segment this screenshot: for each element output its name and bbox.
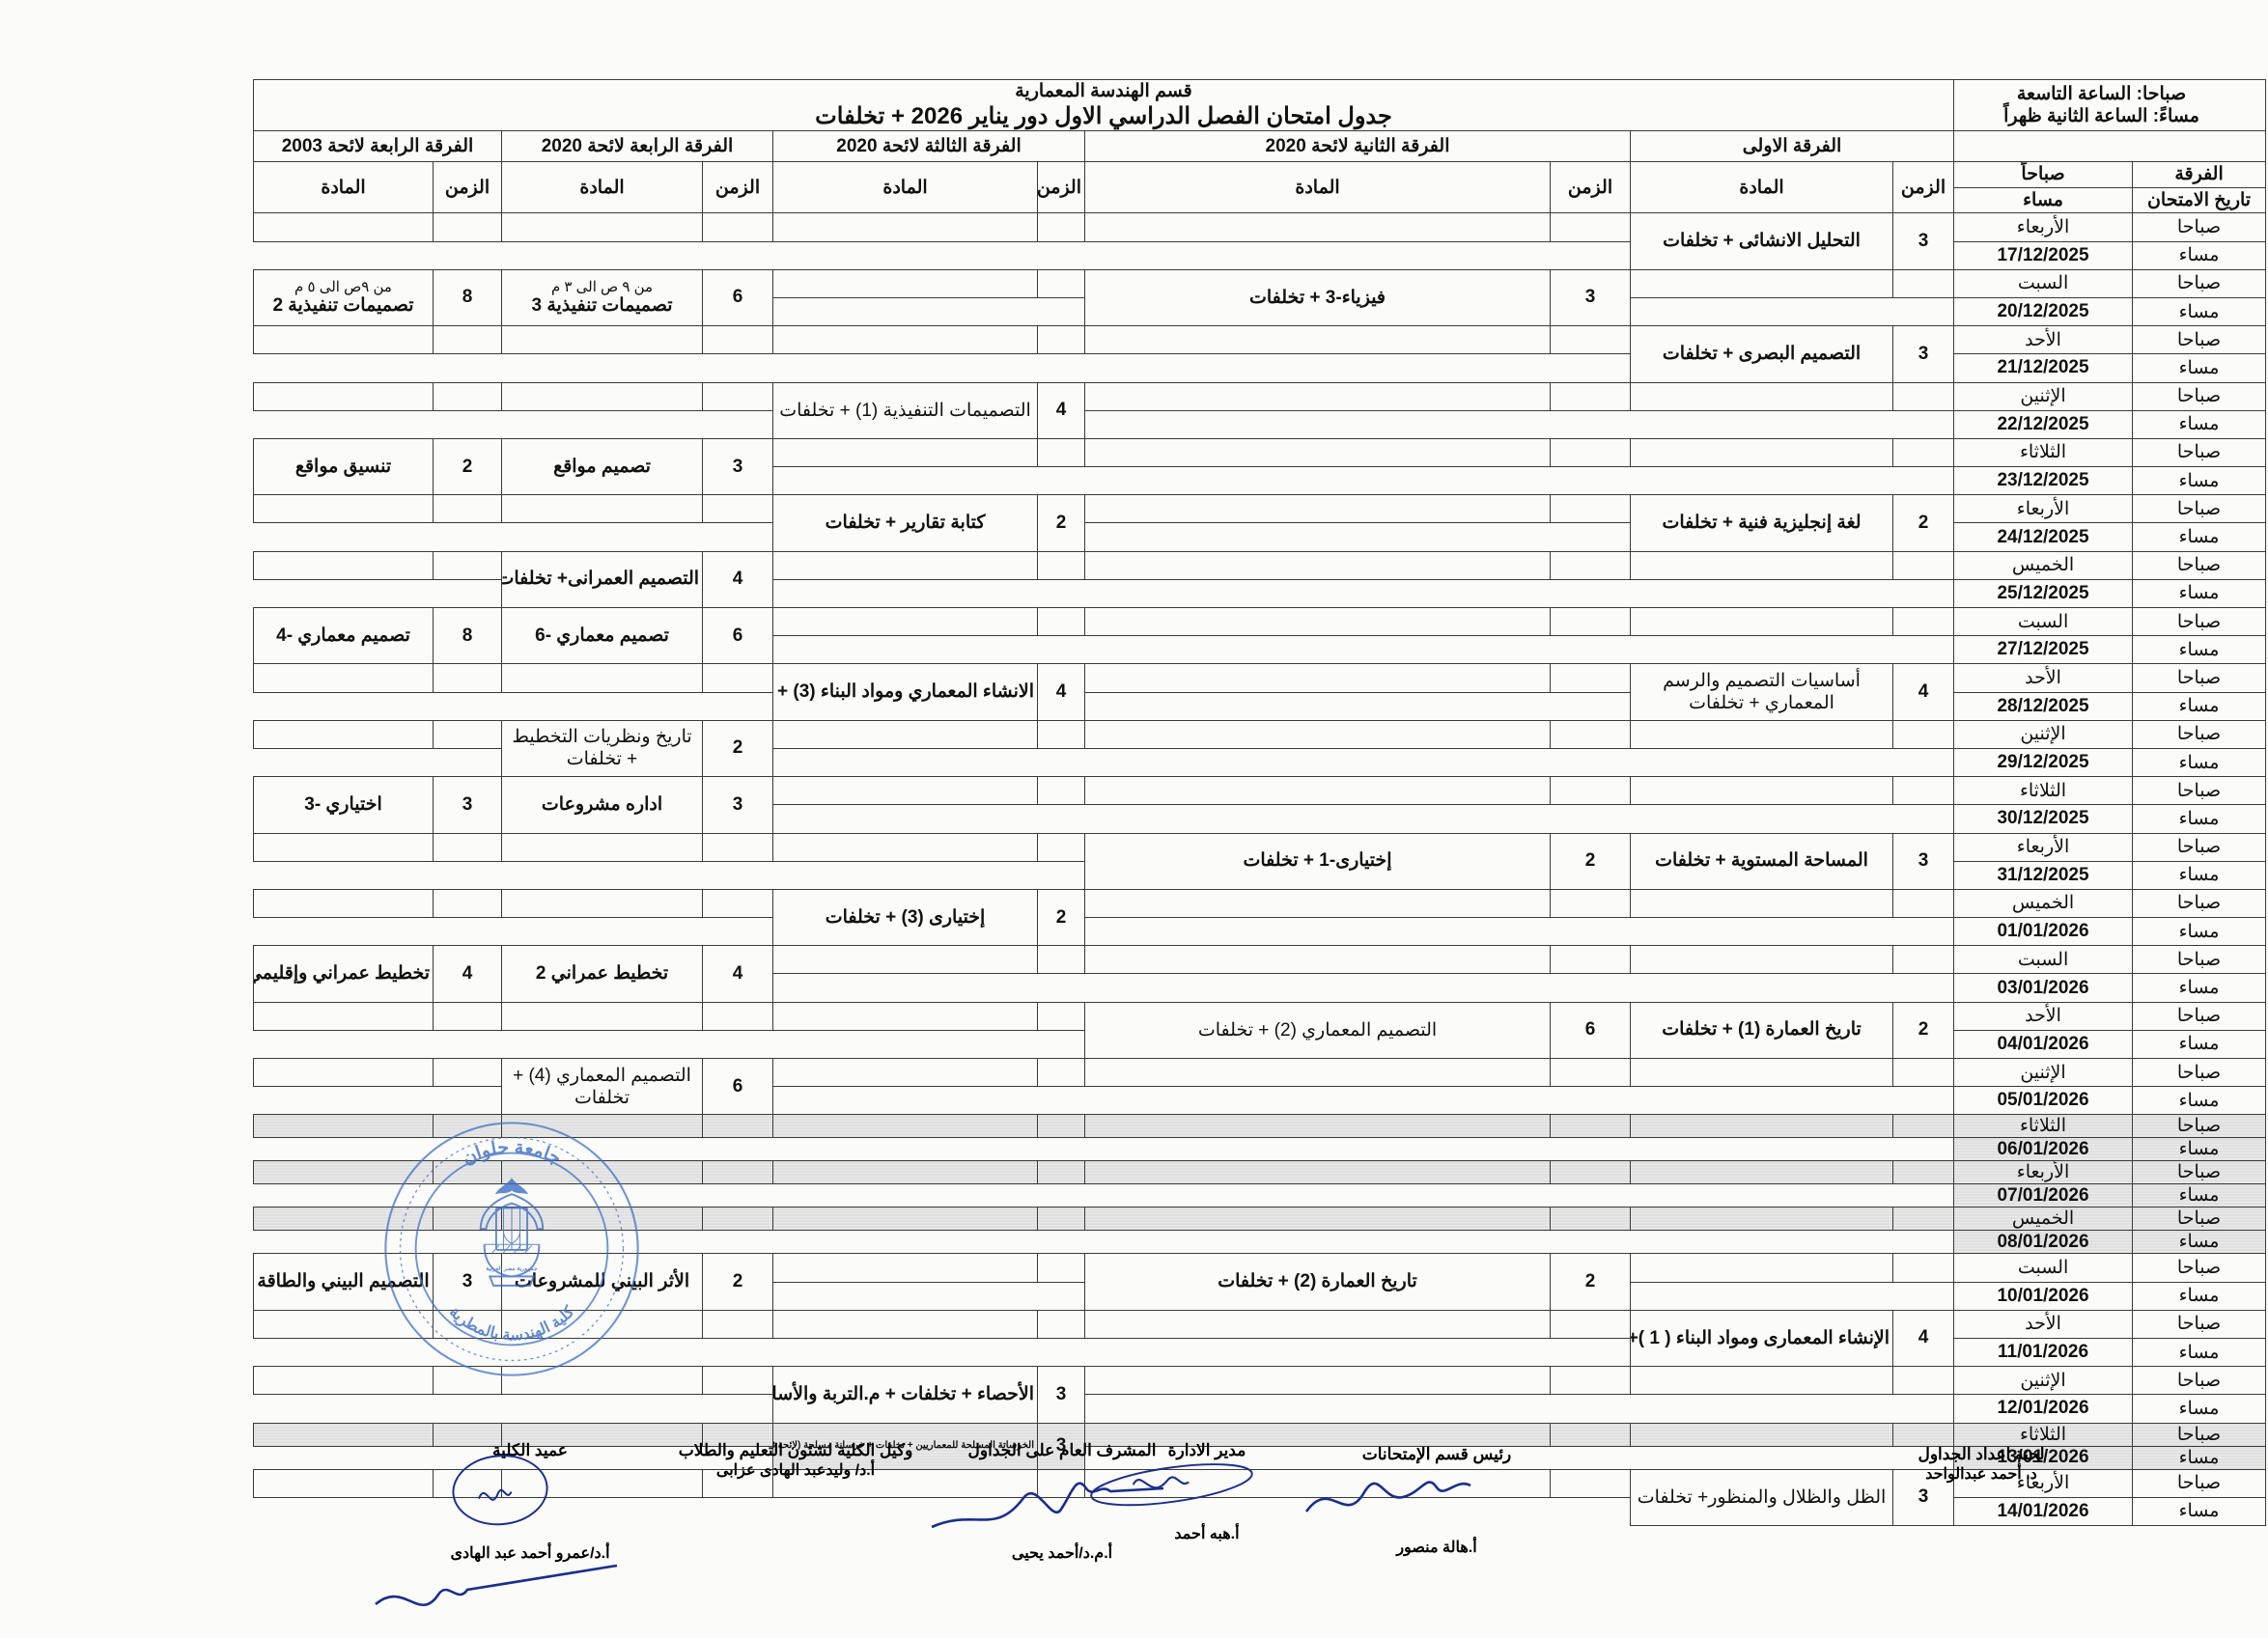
svg-text:جامعة حلوان: جامعة حلوان [460,1138,565,1170]
svg-text:جمهورية مصر العربية: جمهورية مصر العربية [486,1265,538,1272]
svg-text:كلية الهندسة بالمطرية: كلية الهندسة بالمطرية [446,1303,578,1345]
